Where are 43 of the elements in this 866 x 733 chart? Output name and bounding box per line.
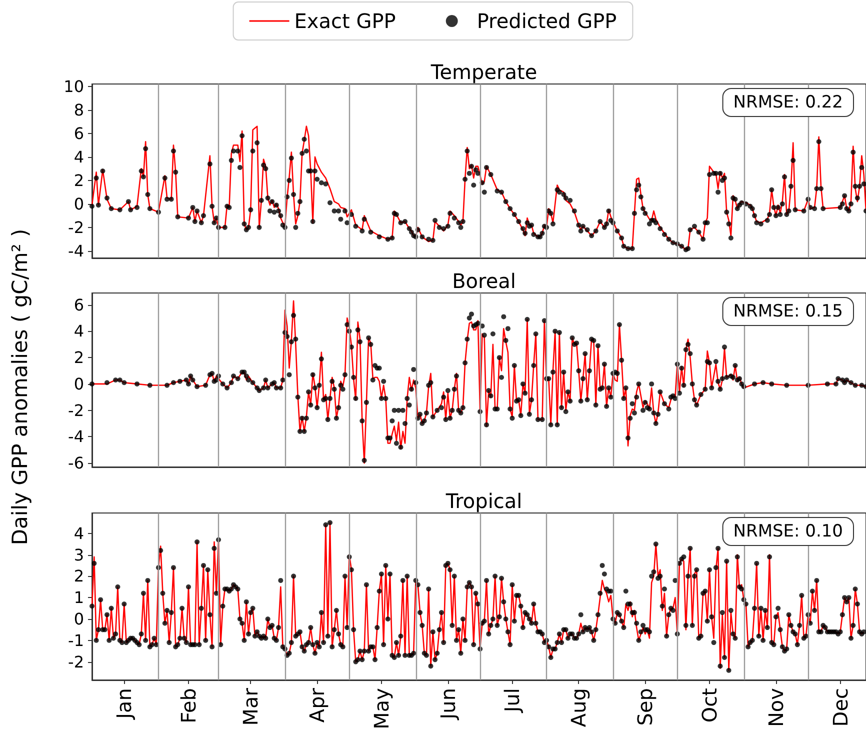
y-tick-label: 4 — [74, 147, 84, 166]
y-tick-label: 4 — [74, 524, 84, 543]
y-tick-label: 6 — [74, 295, 84, 314]
y-tick-label: 0 — [74, 374, 84, 394]
y-tick-label: 4 — [74, 322, 84, 341]
x-tick-label: Aug — [566, 688, 591, 728]
x-tick-label: Apr — [305, 687, 330, 723]
legend-label: Predicted GPP — [476, 9, 617, 33]
y-tick-label: -6 — [68, 454, 84, 473]
x-tick-label: May — [369, 688, 394, 730]
x-tick-label: Oct — [697, 688, 722, 723]
annotation: NRMSE: 0.15 — [733, 302, 844, 322]
x-tick-label: Jun — [436, 688, 460, 722]
y-tick-label: 10 — [64, 76, 84, 96]
x-tick-label: Mar — [238, 687, 263, 726]
chart-title: Boreal — [452, 269, 516, 293]
y-tick-label: 8 — [74, 100, 84, 120]
y-tick-label: -2 — [68, 400, 84, 420]
x-tick-label: Jul — [500, 688, 524, 714]
legend-label: Exact GPP — [294, 9, 396, 33]
y-tick-label: -2 — [68, 652, 84, 672]
y-tick-label: -1 — [68, 630, 84, 650]
y-tick-label: 0 — [74, 609, 84, 628]
chart-title: Temperate — [430, 60, 538, 84]
y-tick-label: 2 — [74, 170, 84, 190]
y-tick-label: -4 — [68, 427, 84, 446]
y-tick-label: 2 — [74, 348, 84, 368]
x-tick-label: Jan — [112, 688, 136, 721]
y-tick-label: -4 — [68, 241, 84, 260]
y-tick-label: 6 — [74, 124, 84, 143]
y-axis-title: Daily GPP anomalies ( gC/m² ) — [8, 228, 32, 546]
x-tick-label: Feb — [176, 688, 200, 724]
y-tick-label: -2 — [68, 218, 84, 237]
y-tick-label: 1 — [74, 588, 84, 608]
x-tick-label: Dec — [828, 688, 852, 727]
y-tick-label: 3 — [74, 545, 84, 564]
y-tick-label: 0 — [74, 194, 84, 214]
annotation: NRMSE: 0.10 — [733, 522, 844, 542]
x-tick-label: Sep — [633, 688, 658, 726]
annotation: NRMSE: 0.22 — [733, 92, 844, 112]
x-tick-label: Nov — [764, 688, 788, 728]
y-tick-label: 2 — [74, 566, 84, 586]
chart-title: Tropical — [444, 489, 522, 513]
